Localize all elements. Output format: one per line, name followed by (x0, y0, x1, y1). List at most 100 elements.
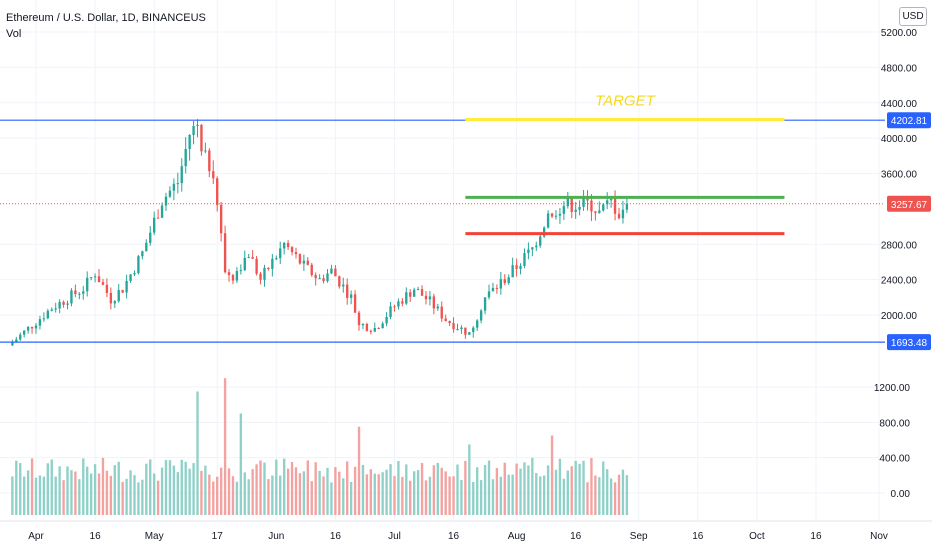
candle-body (192, 125, 195, 135)
candle-body (212, 171, 215, 179)
volume-bar (141, 479, 144, 515)
symbol-title[interactable]: Ethereum / U.S. Dollar, 1D, BINANCEUS (6, 12, 206, 24)
volume-bar (326, 467, 329, 515)
volume-bar (578, 463, 581, 515)
volume-bar (263, 462, 266, 515)
candle-body (554, 215, 558, 217)
candle-body (389, 306, 392, 317)
volume-bar (290, 461, 294, 515)
candle-body (365, 323, 369, 331)
candle-body (141, 251, 144, 257)
volume-bar (302, 471, 306, 515)
volume-bar (495, 467, 499, 515)
volume-bar (176, 472, 179, 515)
candle-body (149, 232, 152, 243)
candle-body (239, 270, 243, 272)
volume-bar (377, 474, 380, 515)
candle-body (424, 295, 428, 300)
candle-body (204, 150, 207, 152)
volume-bar (231, 476, 235, 515)
volume-tick-label: 1200.00 (874, 383, 911, 394)
time-tick-label: Jul (388, 531, 401, 542)
candle-body (617, 213, 621, 219)
volume-bar (58, 466, 61, 515)
candle-body (452, 323, 455, 330)
volume-bar (188, 468, 191, 515)
volume-bar (137, 482, 140, 515)
volume-bar (247, 479, 250, 515)
candle-body (420, 289, 424, 296)
volume-bar (566, 470, 569, 515)
candle-body (476, 320, 479, 328)
candle-body (145, 242, 148, 252)
candle-body (235, 270, 239, 281)
volume-bar (152, 473, 156, 515)
candle-body (286, 242, 290, 248)
time-tick-label: Nov (870, 531, 888, 542)
volume-bar (62, 480, 65, 515)
chart-legend: Ethereum / U.S. Dollar, 1D, BINANCEUS Vo… (6, 10, 206, 42)
volume-bar (539, 476, 542, 515)
volume-bar (219, 467, 223, 515)
volume-bar (412, 471, 416, 515)
candle-body (527, 249, 530, 254)
volume-bar (330, 482, 333, 515)
volume-bar (26, 470, 30, 515)
time-tick-label: 16 (90, 531, 102, 542)
volume-bar (66, 466, 69, 515)
candle-body (267, 267, 270, 270)
volume-bar (479, 480, 483, 515)
last-price-label-bg (887, 195, 931, 212)
volume-bar (235, 481, 239, 515)
candle-body (361, 323, 365, 326)
currency-button[interactable]: USD (899, 7, 927, 26)
time-tick-label: Jun (268, 531, 284, 542)
volume-bar (590, 458, 593, 515)
volume-bar (180, 459, 183, 515)
volume-bar (621, 469, 625, 515)
volume-bar (50, 459, 53, 515)
volume-indicator-label[interactable]: Vol (6, 28, 22, 40)
volume-bar (322, 476, 325, 515)
candle-body (550, 213, 554, 217)
volume-bar (613, 482, 617, 515)
candle-body (19, 334, 22, 340)
volume-bar (109, 475, 113, 515)
volume-bar (519, 468, 522, 515)
volume-bar (30, 458, 34, 515)
volume-bar (286, 468, 290, 515)
candle-body (23, 330, 26, 335)
volume-bar (507, 474, 510, 515)
volume-bar (606, 469, 609, 515)
candle-body (574, 209, 577, 212)
candle-body (282, 242, 286, 249)
volume-bar (70, 470, 73, 515)
volume-bar (357, 426, 361, 515)
volume-bar (444, 471, 447, 515)
candle-body (503, 279, 506, 284)
time-tick-label: May (145, 531, 164, 542)
candle-body (499, 279, 503, 289)
volume-bar (409, 480, 412, 515)
volume-bar (535, 473, 538, 515)
volume-bar (515, 463, 518, 515)
candle-body (168, 190, 172, 197)
volume-bar (369, 469, 373, 515)
volume-bar (298, 473, 302, 515)
volume-bar (121, 481, 124, 515)
volume-bar (373, 473, 376, 515)
candle-body (546, 213, 550, 228)
volume-bar (117, 461, 120, 515)
volume-bar (216, 476, 219, 515)
candle-body (606, 200, 609, 205)
candle-body (66, 303, 69, 305)
candle-body (152, 217, 156, 233)
volume-bar (609, 478, 613, 515)
volume-bar (365, 474, 369, 515)
volume-bar (546, 465, 550, 515)
candle-body (200, 124, 203, 152)
candle-body (590, 200, 593, 212)
volume-bar (511, 474, 514, 515)
